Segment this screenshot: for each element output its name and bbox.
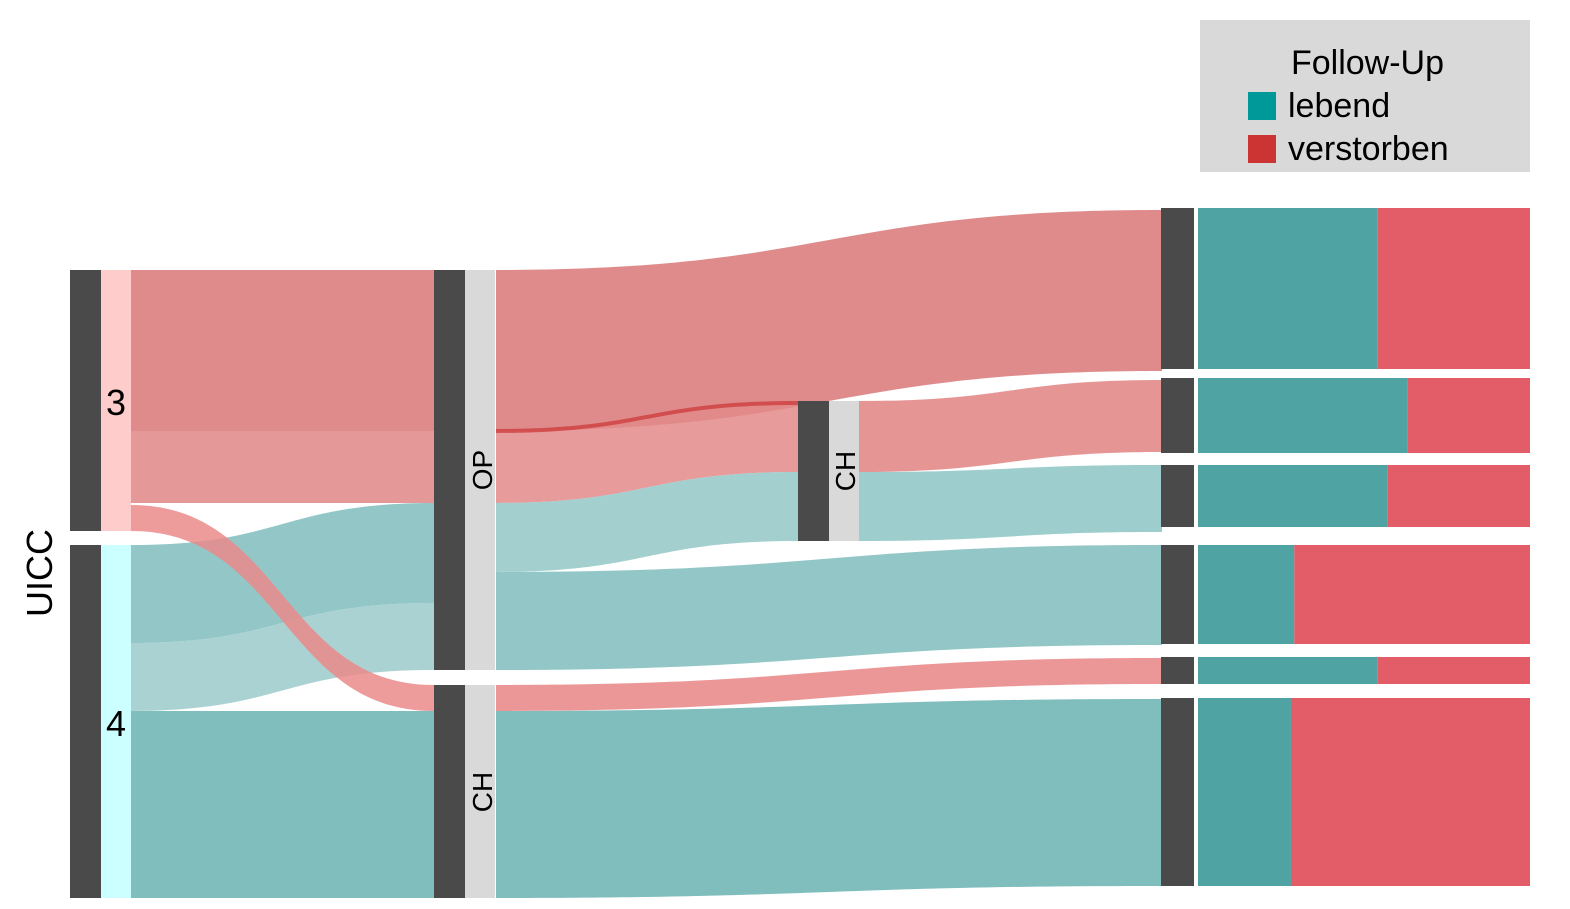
ch-node-light bbox=[465, 685, 495, 898]
legend-item-lebend: lebend bbox=[1248, 86, 1390, 126]
outcome-bar-3-lebend bbox=[1198, 465, 1388, 527]
outcome-node-5 bbox=[1161, 657, 1194, 684]
stage-4-node-dark bbox=[70, 545, 101, 898]
stage-3-node-dark bbox=[70, 270, 101, 531]
flow-4-op-upper bbox=[131, 503, 434, 643]
op-node-dark bbox=[434, 270, 465, 670]
flow-3-op-upper bbox=[131, 270, 434, 431]
legend-swatch-verstorben bbox=[1248, 135, 1276, 163]
flow-ch2-outcome-2 bbox=[859, 380, 1162, 472]
outcome-node-3 bbox=[1161, 465, 1194, 527]
node-layer bbox=[70, 270, 859, 898]
legend-title: Follow-Up bbox=[1290, 44, 1445, 82]
flow-op-outcome-4 bbox=[496, 545, 1162, 670]
stage-3-node-light bbox=[101, 270, 131, 531]
ch2-node-light bbox=[829, 401, 859, 541]
outcome-bar-4-verstorben bbox=[1294, 545, 1530, 644]
ch2-node-label: CH bbox=[830, 451, 861, 491]
stage-4-node-light bbox=[101, 545, 131, 898]
uicc-axis-title: UICC bbox=[19, 529, 60, 617]
flow-4-op-lower bbox=[131, 603, 434, 711]
outcome-bars bbox=[1161, 208, 1530, 886]
flow-layer bbox=[131, 210, 1162, 898]
flow-3-ch bbox=[131, 505, 434, 711]
outcome-bar-2-lebend bbox=[1198, 378, 1408, 453]
flow-ch-outcome-6 bbox=[496, 699, 1162, 898]
outcome-bar-1-verstorben bbox=[1377, 208, 1530, 369]
flow-4-ch bbox=[131, 711, 434, 898]
flow-op-outcome-1 bbox=[496, 210, 1162, 431]
op-node-label: OP bbox=[467, 450, 498, 490]
flow-op-ch2-red bbox=[496, 401, 798, 503]
outcome-bar-5-verstorben bbox=[1377, 657, 1530, 684]
ch2-node-dark bbox=[798, 401, 829, 541]
legend: Follow-Up lebend verstorben bbox=[1200, 20, 1530, 172]
outcome-node-2 bbox=[1161, 378, 1194, 453]
outcome-bar-3-verstorben bbox=[1387, 465, 1530, 527]
outcome-bar-4-lebend bbox=[1198, 545, 1295, 644]
legend-swatch-lebend bbox=[1248, 92, 1276, 120]
outcome-node-6 bbox=[1161, 698, 1194, 886]
flow-op-ch2-teal bbox=[496, 472, 798, 572]
stage-3-label: 3 bbox=[106, 382, 126, 423]
outcome-bar-2-verstorben bbox=[1407, 378, 1530, 453]
op-node-light bbox=[465, 270, 495, 670]
flow-3-op-lower bbox=[131, 431, 434, 503]
flow-op-ch2-edge bbox=[496, 401, 798, 433]
outcome-node-4 bbox=[1161, 545, 1194, 644]
flow-ch-outcome-5 bbox=[496, 658, 1162, 711]
outcome-bar-1-lebend bbox=[1198, 208, 1378, 369]
outcome-node-1 bbox=[1161, 208, 1194, 369]
outcome-bar-6-lebend bbox=[1198, 698, 1291, 886]
label-layer: UICC 3 4 OP CH CH bbox=[19, 382, 861, 812]
ch-node-dark bbox=[434, 685, 465, 898]
legend-item-verstorben: verstorben bbox=[1248, 129, 1449, 169]
ch-node-label: CH bbox=[467, 772, 498, 812]
flow-ch2-outcome-3 bbox=[859, 465, 1162, 541]
outcome-bar-6-verstorben bbox=[1290, 698, 1530, 886]
outcome-bar-5-lebend bbox=[1198, 657, 1378, 684]
legend-label-verstorben: verstorben bbox=[1288, 130, 1449, 168]
legend-label-lebend: lebend bbox=[1288, 87, 1391, 125]
stage-4-label: 4 bbox=[106, 703, 126, 744]
